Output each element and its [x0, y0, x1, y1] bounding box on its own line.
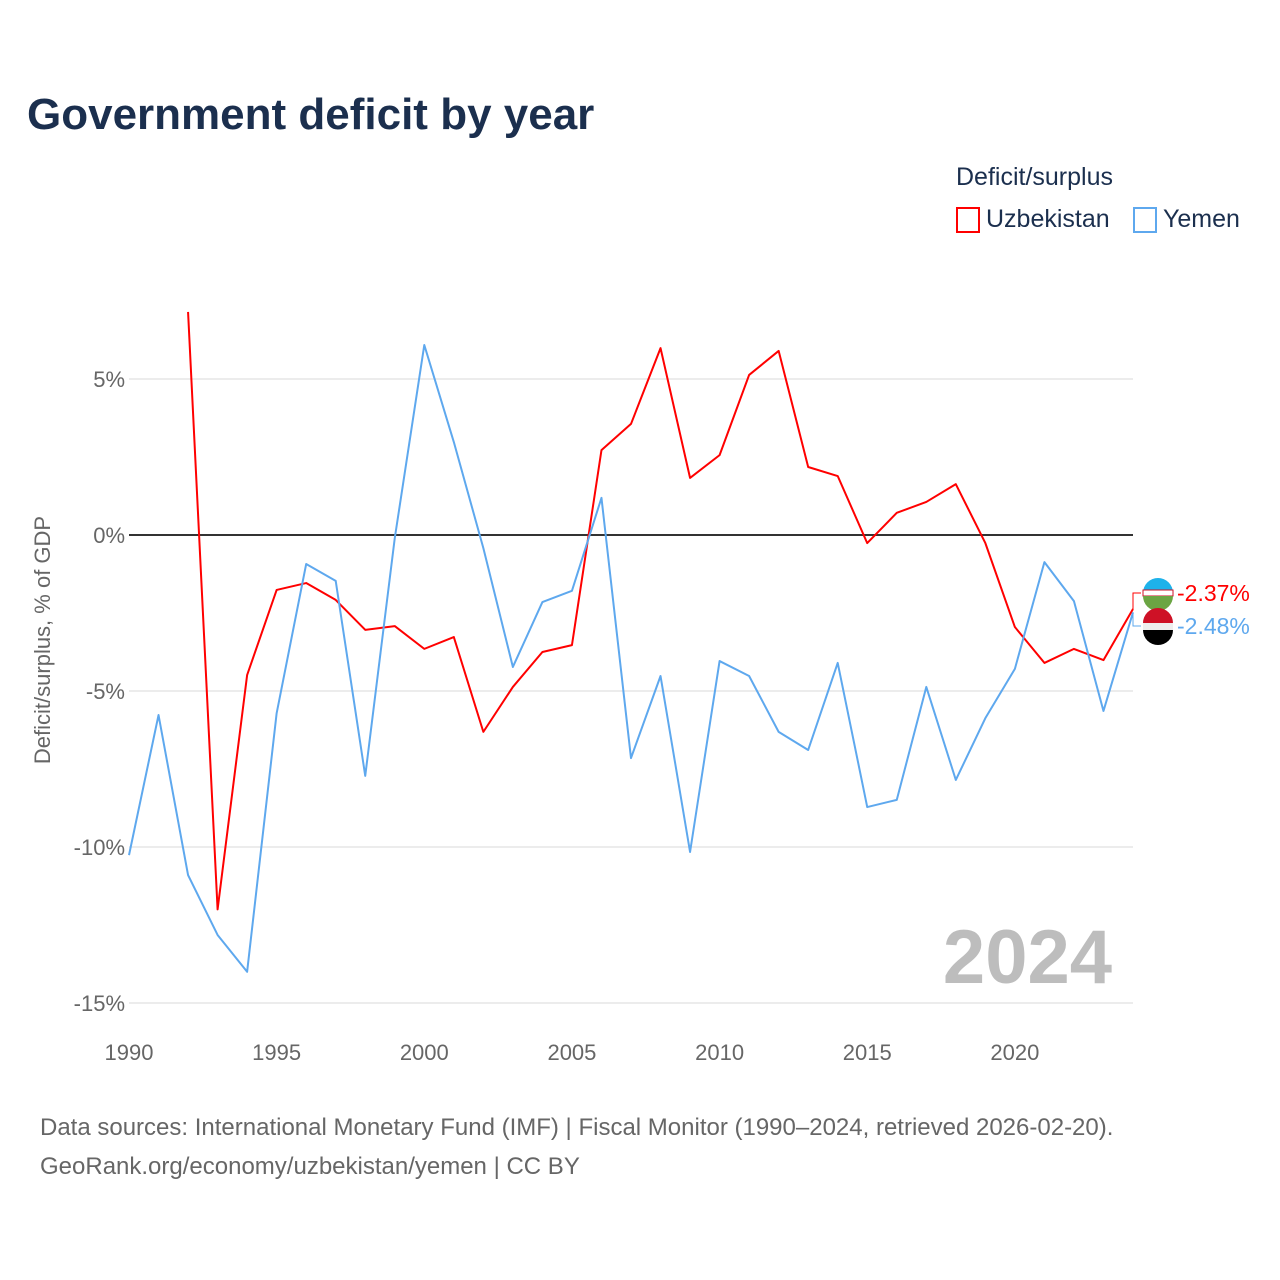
- series-line-uzbekistan: [187, 311, 1134, 911]
- y-axis-label: Deficit/surplus, % of GDP: [30, 516, 55, 764]
- legend-label: Uzbekistan: [986, 205, 1110, 233]
- series-line-yemen: [128, 343, 1134, 973]
- footer: Data sources: International Monetary Fun…: [40, 1108, 1113, 1186]
- legend-swatch-uzbekistan: [956, 206, 980, 233]
- legend-swatch-yemen: [1133, 206, 1157, 233]
- end-value-label-uzbekistan: -2.37%: [1177, 580, 1250, 606]
- y-tick-label: 5%: [93, 367, 125, 392]
- source-link[interactable]: GeoRank.org/economy/uzbekistan/yemen | C…: [40, 1153, 580, 1180]
- y-tick-label: 0%: [93, 523, 125, 548]
- x-tick-label: 2010: [695, 1040, 744, 1065]
- y-tick-label: -15%: [74, 991, 125, 1016]
- end-value-label-yemen: -2.48%: [1177, 613, 1250, 639]
- legend-label: Yemen: [1163, 205, 1240, 233]
- uzbekistan-flag-green: [1143, 596, 1173, 611]
- y-tick-label: -5%: [86, 679, 125, 704]
- x-tick-label: 1995: [252, 1040, 301, 1065]
- year-watermark: 2024: [943, 915, 1112, 1000]
- y-tick-label: -10%: [74, 835, 125, 860]
- yemen-flag-white: [1143, 623, 1173, 630]
- x-tick-label: 1990: [105, 1040, 154, 1065]
- data-source-text: Data sources: International Monetary Fun…: [40, 1114, 1114, 1141]
- legend-item-yemen[interactable]: Yemen: [1133, 205, 1240, 234]
- uzbekistan-flag-icon: [1143, 578, 1173, 593]
- chart-title: Government deficit by year: [27, 90, 595, 139]
- label-connector: [1132, 612, 1141, 627]
- yemen-flag-icon: [1143, 608, 1173, 623]
- x-tick-label: 2005: [547, 1040, 596, 1065]
- legend-title: Deficit/surplus: [956, 163, 1113, 191]
- x-tick-label: 2020: [990, 1040, 1039, 1065]
- legend-item-uzbekistan[interactable]: Uzbekistan: [956, 205, 1110, 234]
- x-tick-label: 2000: [400, 1040, 449, 1065]
- uzbekistan-flag-stripe: [1142, 589, 1174, 597]
- yemen-flag-black: [1143, 630, 1173, 645]
- x-tick-label: 2015: [843, 1040, 892, 1065]
- label-connector: [1132, 592, 1141, 609]
